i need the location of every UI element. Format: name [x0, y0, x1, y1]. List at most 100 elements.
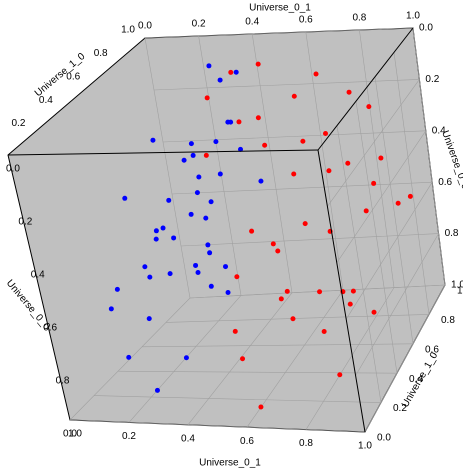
tick-label: 0.6: [438, 177, 452, 188]
grid-line: [364, 284, 446, 433]
tick-label: 0.4: [181, 433, 195, 444]
grid-line: [141, 343, 414, 348]
tick-label: 0.2: [11, 118, 25, 129]
point: [183, 355, 189, 361]
tick-label: 1.0: [68, 429, 82, 440]
tick-label: 0.2: [18, 217, 32, 228]
point: [255, 115, 261, 121]
grid-line: [171, 181, 433, 195]
point: [150, 137, 156, 143]
point: [207, 250, 213, 256]
tick-label: 0.0: [419, 23, 433, 34]
tick-label: 0.6: [66, 71, 80, 82]
grid-line: [144, 27, 414, 39]
point: [146, 316, 152, 322]
point: [291, 93, 297, 99]
grid-line: [198, 35, 242, 296]
point: [126, 354, 132, 360]
point: [378, 155, 384, 161]
point: [208, 199, 214, 205]
grid-line: [336, 125, 382, 403]
point: [122, 195, 128, 201]
grid-line: [412, 27, 446, 286]
plot-box: [7, 27, 446, 433]
tick-label: 0.2: [192, 19, 206, 30]
point: [188, 211, 194, 217]
tick-label: 0.2: [425, 74, 439, 85]
point: [313, 71, 319, 77]
grid-line: [246, 290, 344, 428]
grid-line: [355, 233, 439, 376]
point: [255, 61, 261, 67]
tick-label: 0.6: [240, 436, 254, 447]
point: [114, 286, 120, 292]
grid-line: [345, 182, 433, 320]
point: [258, 178, 264, 184]
point: [236, 119, 242, 125]
grid-line: [153, 79, 420, 91]
grid-line: [305, 31, 344, 291]
tick-label: 1.0: [121, 25, 135, 36]
point: [190, 152, 196, 158]
point: [317, 289, 323, 295]
edge: [7, 149, 319, 156]
grid-line: [187, 292, 293, 425]
tick-label: 0.2: [122, 431, 136, 442]
point: [407, 193, 413, 199]
point: [326, 168, 332, 174]
point: [194, 190, 200, 196]
grid-line: [336, 130, 427, 263]
point: [213, 139, 219, 145]
point: [249, 228, 255, 234]
point: [167, 271, 173, 277]
point: [160, 225, 166, 231]
tick-label: 0.0: [377, 433, 391, 444]
point: [275, 248, 281, 254]
point: [196, 174, 202, 180]
point: [323, 131, 329, 137]
point: [232, 328, 238, 334]
edge: [317, 27, 414, 151]
point: [108, 306, 114, 312]
grid-line: [355, 101, 398, 374]
grid-line: [165, 314, 430, 323]
grid-line: [69, 419, 366, 433]
tick-label: 0.8: [352, 13, 366, 24]
point: [153, 236, 159, 242]
tick-label: 0.4: [39, 95, 53, 106]
point: [142, 264, 148, 270]
point: [258, 404, 264, 410]
tick-label: 0.8: [445, 228, 459, 239]
point: [363, 208, 369, 214]
point: [371, 180, 377, 186]
grid-line: [374, 76, 414, 344]
tick-label: 1.0: [358, 441, 372, 452]
point: [166, 197, 172, 203]
tick-label: 0.8: [299, 438, 313, 449]
point: [188, 141, 194, 147]
point: [208, 283, 214, 289]
grid-line: [327, 79, 420, 207]
edge: [317, 149, 366, 433]
point: [234, 274, 240, 280]
point: [238, 146, 244, 152]
tick-label: 0.6: [425, 344, 439, 355]
point: [205, 242, 211, 248]
point: [171, 235, 177, 241]
point: [337, 372, 343, 378]
points: [108, 61, 413, 410]
tick-label: 0.0: [6, 164, 20, 175]
tick-label: 0.8: [56, 376, 70, 387]
point: [350, 288, 356, 294]
point: [345, 160, 351, 166]
point: [346, 89, 352, 95]
axis-title: Universe_0_1: [249, 3, 311, 14]
point: [225, 289, 231, 295]
grid-line: [162, 130, 426, 143]
point: [203, 152, 209, 158]
point: [153, 228, 159, 234]
point: [147, 274, 153, 280]
tick-label: 0.2: [393, 403, 407, 414]
point: [154, 387, 160, 393]
point: [291, 171, 297, 177]
